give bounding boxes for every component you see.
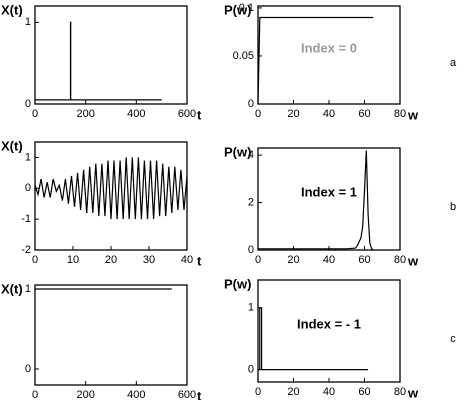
y-axis-label: P(w) xyxy=(224,276,251,291)
plot-frame xyxy=(34,5,188,105)
x-tick-label: 20 xyxy=(287,386,299,398)
x-tick-label: 80 xyxy=(394,386,406,398)
panel-label: b xyxy=(450,201,456,213)
y-tick-label: 0 xyxy=(248,244,254,256)
annotation: Index = 0 xyxy=(301,40,357,55)
panel-label: a xyxy=(450,57,457,69)
x-tick-label: 60 xyxy=(358,386,370,398)
x-axis-label: t xyxy=(197,107,202,122)
x-tick-label: 200 xyxy=(76,108,94,120)
y-tick-label: 0 xyxy=(25,98,31,110)
y-tick-label: 1 xyxy=(25,151,31,163)
y-tick-label: 0.05 xyxy=(233,50,254,62)
panel-label: c xyxy=(450,333,456,345)
x-tick-label: 600 xyxy=(178,108,196,120)
x-tick-label: 40 xyxy=(323,386,335,398)
x-axis-label: w xyxy=(407,107,419,122)
data-line xyxy=(34,157,188,220)
x-axis-label: w xyxy=(407,385,419,400)
annotation: Index = - 1 xyxy=(297,316,361,331)
x-tick-label: 0 xyxy=(255,386,261,398)
y-axis-label: X(t) xyxy=(1,2,23,17)
y-axis-label: P(w) xyxy=(224,2,251,17)
y-tick-label: -2 xyxy=(21,244,31,256)
y-tick-label: -1 xyxy=(21,213,31,225)
x-tick-label: 60 xyxy=(358,254,370,266)
x-tick-label: 0 xyxy=(32,254,38,266)
data-line xyxy=(258,150,374,251)
y-axis-label: P(w) xyxy=(224,144,251,159)
x-tick-label: 400 xyxy=(127,108,145,120)
x-axis-label: t xyxy=(197,253,202,268)
y-tick-label: 0.1 xyxy=(239,2,254,14)
x-tick-label: 10 xyxy=(67,254,79,266)
x-tick-label: 20 xyxy=(287,108,299,120)
x-tick-label: 200 xyxy=(76,389,94,400)
x-tick-label: 400 xyxy=(127,389,145,400)
x-tick-label: 40 xyxy=(323,108,335,120)
data-line xyxy=(35,21,162,101)
x-tick-label: 0 xyxy=(255,108,261,120)
x-tick-label: 80 xyxy=(394,108,406,120)
y-tick-label: 0 xyxy=(25,363,31,375)
x-tick-label: 80 xyxy=(394,254,406,266)
y-tick-label: 0 xyxy=(248,98,254,110)
data-line xyxy=(258,307,369,371)
plot-frame xyxy=(34,284,188,386)
x-tick-label: 600 xyxy=(178,389,196,400)
y-tick-label: 2 xyxy=(248,196,254,208)
x-tick-label: 30 xyxy=(143,254,155,266)
y-tick-label: 0 xyxy=(248,364,254,376)
y-tick-label: 0 xyxy=(25,182,31,194)
x-tick-label: 40 xyxy=(323,254,335,266)
y-tick-label: 4 xyxy=(248,149,254,161)
y-tick-label: 1 xyxy=(25,16,31,28)
data-line xyxy=(257,16,374,105)
x-tick-label: 0 xyxy=(32,108,38,120)
x-axis-label: t xyxy=(197,388,202,400)
x-tick-label: 40 xyxy=(181,254,193,266)
y-tick-label: 1 xyxy=(248,302,254,314)
annotation: Index = 1 xyxy=(301,184,357,199)
x-axis-label: w xyxy=(407,253,419,268)
x-tick-label: 20 xyxy=(287,254,299,266)
y-tick-label: 1 xyxy=(25,283,31,295)
x-tick-label: 0 xyxy=(32,389,38,400)
y-axis-label: X(t) xyxy=(1,138,23,153)
x-tick-label: 0 xyxy=(255,254,261,266)
x-tick-label: 20 xyxy=(105,254,117,266)
x-tick-label: 60 xyxy=(358,108,370,120)
y-axis-label: X(t) xyxy=(1,281,23,296)
